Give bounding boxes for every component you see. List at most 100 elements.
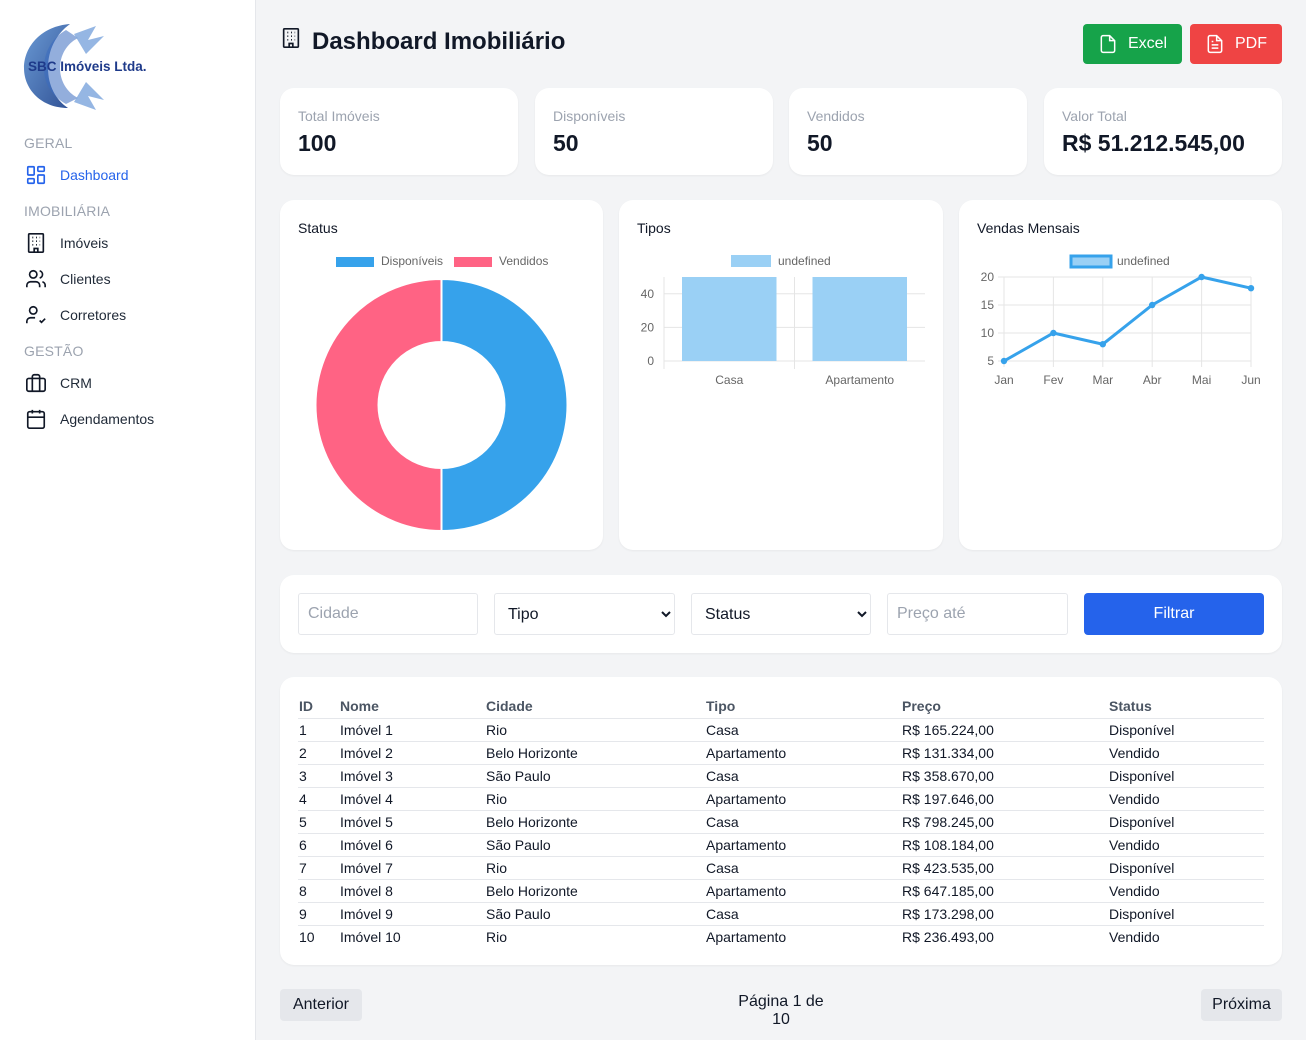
y-tick-label: 40 <box>641 287 655 301</box>
status-filter-select[interactable]: Status <box>691 593 871 635</box>
table-cell: Imóvel 7 <box>339 856 485 880</box>
legend-label: undefined <box>1117 254 1170 268</box>
sidebar-item-label: Dashboard <box>60 167 129 183</box>
column-header: Preço <box>901 695 1108 719</box>
briefcase-icon <box>24 371 48 395</box>
table-cell: Imóvel 8 <box>339 879 485 903</box>
max-price-filter-input[interactable] <box>887 593 1068 635</box>
table-cell: Imóvel 1 <box>339 718 485 742</box>
nav-section-gestao: GESTÃO <box>24 343 84 359</box>
table-row[interactable]: 5 Imóvel 5 Belo Horizonte Casa R$ 798.245,00… <box>298 810 1264 834</box>
table-cell: Imóvel 2 <box>339 741 485 765</box>
sidebar-item-agendamentos[interactable]: Agendamentos <box>24 405 234 433</box>
stat-card-sold: Vendidos 50 <box>789 88 1027 175</box>
table-cell: Disponível <box>1108 902 1264 926</box>
table-cell: Rio <box>485 856 705 880</box>
table-cell: Vendido <box>1109 928 1160 945</box>
stat-card-total-value: Valor Total R$ 51.212.545,00 <box>1044 88 1282 175</box>
nav-section-imobiliaria: IMOBILIÁRIA <box>24 203 111 219</box>
table-row[interactable]: 6 Imóvel 6 São Paulo Apartamento R$ 108.184,… <box>298 833 1264 857</box>
table-row[interactable]: 3 Imóvel 3 São Paulo Casa R$ 358.670,00 Dispo… <box>298 764 1264 788</box>
company-logo[interactable]: SBC Imóveis Ltda. <box>22 20 182 112</box>
legend-label: undefined <box>778 254 831 268</box>
data-point <box>1198 273 1205 281</box>
stat-card-available: Disponíveis 50 <box>535 88 773 175</box>
table-cell: Imóvel 5 <box>339 810 485 834</box>
table-cell: Belo Horizonte <box>485 810 705 834</box>
previous-page-button[interactable]: Anterior <box>280 989 362 1021</box>
table-row[interactable]: 1 Imóvel 1 Rio Casa R$ 165.224,00 Disponível <box>298 718 1264 742</box>
table-cell: Rio <box>485 718 705 742</box>
column-header: ID <box>298 695 339 719</box>
table-cell: Imóvel 6 <box>339 833 485 857</box>
properties-table: ID Nome Cidade Tipo Preço Status 1 Imóvel 1 Rio… <box>298 695 1264 948</box>
table-body: 1 Imóvel 1 Rio Casa R$ 165.224,00 Disponível 2… <box>298 718 1264 948</box>
table-row[interactable]: 2 Imóvel 2 Belo Horizonte Apartamento R$ 131… <box>298 741 1264 765</box>
table-cell: 10 <box>299 928 315 945</box>
table-cell: Apartamento <box>705 741 901 765</box>
table-row[interactable]: 9 Imóvel 9 São Paulo Casa R$ 173.298,00 Dispo… <box>298 902 1264 926</box>
table-cell: Imóvel 3 <box>339 764 485 788</box>
sidebar-item-imoveis[interactable]: Imóveis <box>24 229 234 257</box>
x-tick-label: Abr <box>1143 373 1162 387</box>
table-cell: Vendido <box>1108 879 1264 903</box>
table-cell: Rio <box>486 928 508 945</box>
column-header: Cidade <box>485 695 705 719</box>
users-icon <box>24 267 48 291</box>
table-cell: Apartamento <box>705 879 901 903</box>
x-tick-label: Apartamento <box>825 373 894 387</box>
table-row[interactable]: 10 Imóvel 10 Rio Apartamento R$ 236.493,00 Ve… <box>298 925 1264 948</box>
export-excel-button[interactable]: Excel <box>1083 24 1182 64</box>
table-cell: 7 <box>298 856 339 880</box>
sidebar-item-crm[interactable]: CRM <box>24 369 234 397</box>
legend-label: Disponíveis <box>381 254 443 268</box>
column-header: Tipo <box>705 695 901 719</box>
sidebar-item-label: Clientes <box>60 271 111 287</box>
data-point <box>1099 341 1106 348</box>
nav-section-geral: GERAL <box>24 135 73 151</box>
sidebar-item-dashboard[interactable]: Dashboard <box>24 161 234 189</box>
file-text-icon <box>1207 34 1223 54</box>
table-cell: 6 <box>298 833 339 857</box>
page-header: Dashboard Imobiliário <box>280 28 565 56</box>
table-cell: Disponível <box>1108 718 1264 742</box>
data-point <box>1000 357 1008 365</box>
bar <box>682 277 777 361</box>
next-page-button[interactable]: Próxima <box>1201 989 1282 1021</box>
sidebar-item-clientes[interactable]: Clientes <box>24 265 234 293</box>
stat-value: 50 <box>553 130 579 156</box>
table-cell: R$ 108.184,00 <box>901 833 1108 857</box>
sidebar-item-corretores[interactable]: Corretores <box>24 301 234 329</box>
filter-button[interactable]: Filtrar <box>1084 593 1264 635</box>
bar <box>812 277 907 361</box>
user-check-icon <box>24 303 48 327</box>
city-filter-input[interactable] <box>298 593 478 635</box>
y-tick-label: 15 <box>981 298 995 312</box>
x-tick-label: Mai <box>1192 373 1211 387</box>
table-cell: Disponível <box>1108 764 1264 788</box>
table-row[interactable]: 7 Imóvel 7 Rio Casa R$ 423.535,00 Disponível <box>298 856 1264 880</box>
donut-slice <box>440 277 569 533</box>
x-tick-label: Jan <box>994 373 1013 387</box>
type-filter-select[interactable]: Tipo <box>494 593 675 635</box>
table-cell: R$ 236.493,00 <box>902 928 994 945</box>
export-pdf-button[interactable]: PDF <box>1190 24 1282 64</box>
table-row[interactable]: 4 Imóvel 4 Rio Apartamento R$ 197.646,00 Vend… <box>298 787 1264 811</box>
y-tick-label: 0 <box>647 354 654 368</box>
stat-label: Vendidos <box>807 108 865 124</box>
building-icon <box>280 27 304 51</box>
table-cell: R$ 197.646,00 <box>901 787 1108 811</box>
table-row[interactable]: 8 Imóvel 8 Belo Horizonte Apartamento R$ 647… <box>298 879 1264 903</box>
table-cell: São Paulo <box>485 902 705 926</box>
sidebar-item-label: Imóveis <box>60 235 109 251</box>
y-tick-label: 5 <box>987 354 994 368</box>
filter-bar: Tipo Status Filtrar <box>280 575 1282 653</box>
table-cell: R$ 423.535,00 <box>901 856 1108 880</box>
stat-label: Total Imóveis <box>298 108 380 124</box>
table-cell: Casa <box>705 902 901 926</box>
table-cell: Casa <box>705 718 901 742</box>
building-icon <box>24 231 48 255</box>
table-cell: Vendido <box>1108 741 1264 765</box>
sales-chart-card: Vendas Mensais undefined 5 10 15 20 Jan Fev Mar… <box>959 200 1282 550</box>
sidebar: SBC Imóveis Ltda. GERAL Dashboard IMOBIL… <box>0 0 256 1040</box>
